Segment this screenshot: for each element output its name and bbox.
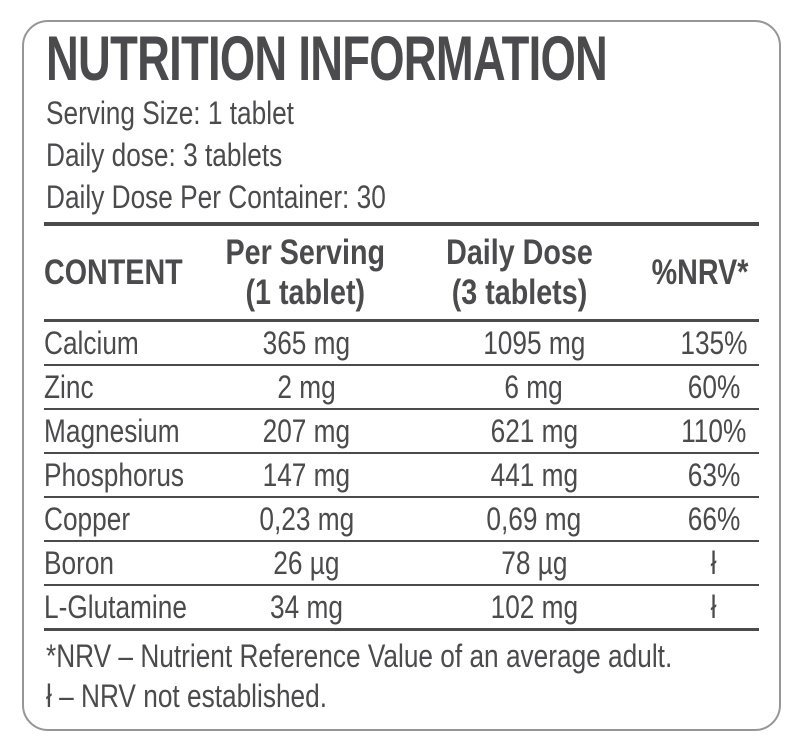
daily-dose-value: 441 mg [490, 456, 578, 493]
per-serving-value: 26 µg [273, 544, 340, 581]
daily-dose-per-container-line: Daily Dose Per Container: 30 [46, 176, 759, 218]
footnotes: *NRV – Nutrient Reference Value of an av… [46, 636, 759, 716]
nutrient-name: Copper [44, 500, 131, 537]
nutrient-name: Phosphorus [44, 456, 185, 493]
nrv-value: ł [711, 544, 717, 581]
daily-dose-value: 0,69 mg [486, 500, 582, 537]
per-serving-value: 2 mg [277, 368, 336, 405]
page-title: NUTRITION INFORMATION [46, 24, 759, 94]
nutrition-label: NUTRITION INFORMATION Serving Size: 1 ta… [22, 20, 781, 731]
table-row-magnesium: Magnesium 207 mg 621 mg 110% [44, 410, 759, 454]
nutrient-name: Boron [44, 544, 115, 581]
table-row-copper: Copper 0,23 mg 0,69 mg 66% [44, 498, 759, 542]
daily-dose-value: 102 mg [490, 588, 578, 625]
nutrient-name: L-Glutamine [44, 588, 187, 625]
nutrient-name: Zinc [44, 368, 94, 405]
header-per-serving: Per Serving (1 tablet) [225, 233, 386, 312]
page-title-text: NUTRITION INFORMATION [46, 24, 608, 94]
daily-dose-per-container-text: Daily Dose Per Container: 30 [46, 179, 386, 215]
nutrient-name: Magnesium [44, 412, 180, 449]
footnote-nrv-definition: *NRV – Nutrient Reference Value of an av… [46, 638, 673, 674]
nrv-value: 63% [687, 456, 741, 493]
table-row-calcium: Calcium 365 mg 1095 mg 135% [44, 322, 759, 366]
nrv-value: ł [711, 588, 717, 625]
table-header-row: CONTENT Per Serving (1 tablet) Daily Dos… [44, 222, 759, 322]
nrv-value: 135% [680, 324, 748, 361]
serving-size-text: Serving Size: 1 tablet [46, 95, 294, 131]
per-serving-value: 365 mg [262, 324, 351, 361]
table-row-zinc: Zinc 2 mg 6 mg 60% [44, 366, 759, 410]
table-row-phosphorus: Phosphorus 147 mg 441 mg 63% [44, 454, 759, 498]
header-content: CONTENT [44, 252, 183, 292]
daily-dose-line: Daily dose: 3 tablets [46, 134, 759, 176]
nutrition-table: CONTENT Per Serving (1 tablet) Daily Dos… [44, 222, 759, 631]
header-nrv: %NRV* [651, 252, 749, 292]
daily-dose-value: 621 mg [490, 412, 578, 449]
table-row-l-glutamine: L-Glutamine 34 mg 102 mg ł [44, 586, 759, 631]
serving-info: Serving Size: 1 tablet Daily dose: 3 tab… [46, 92, 759, 218]
per-serving-value: 147 mg [262, 456, 351, 493]
per-serving-value: 207 mg [262, 412, 351, 449]
footnote-nrv-not-established: ł – NRV not established. [46, 678, 328, 714]
nutrient-name: Calcium [44, 324, 139, 361]
table-row-boron: Boron 26 µg 78 µg ł [44, 542, 759, 586]
nrv-value: 110% [681, 412, 747, 449]
per-serving-value: 0,23 mg [259, 500, 354, 537]
header-daily-dose: Daily Dose (3 tablets) [446, 233, 593, 312]
per-serving-value: 34 mg [270, 588, 343, 625]
nrv-value: 60% [687, 368, 741, 405]
nrv-value: 66% [687, 500, 741, 537]
daily-dose-value: 78 µg [500, 544, 568, 581]
daily-dose-value: 1095 mg [482, 324, 586, 361]
serving-size-line: Serving Size: 1 tablet [46, 92, 759, 134]
daily-dose-text: Daily dose: 3 tablets [46, 137, 283, 173]
daily-dose-value: 6 mg [504, 368, 564, 405]
